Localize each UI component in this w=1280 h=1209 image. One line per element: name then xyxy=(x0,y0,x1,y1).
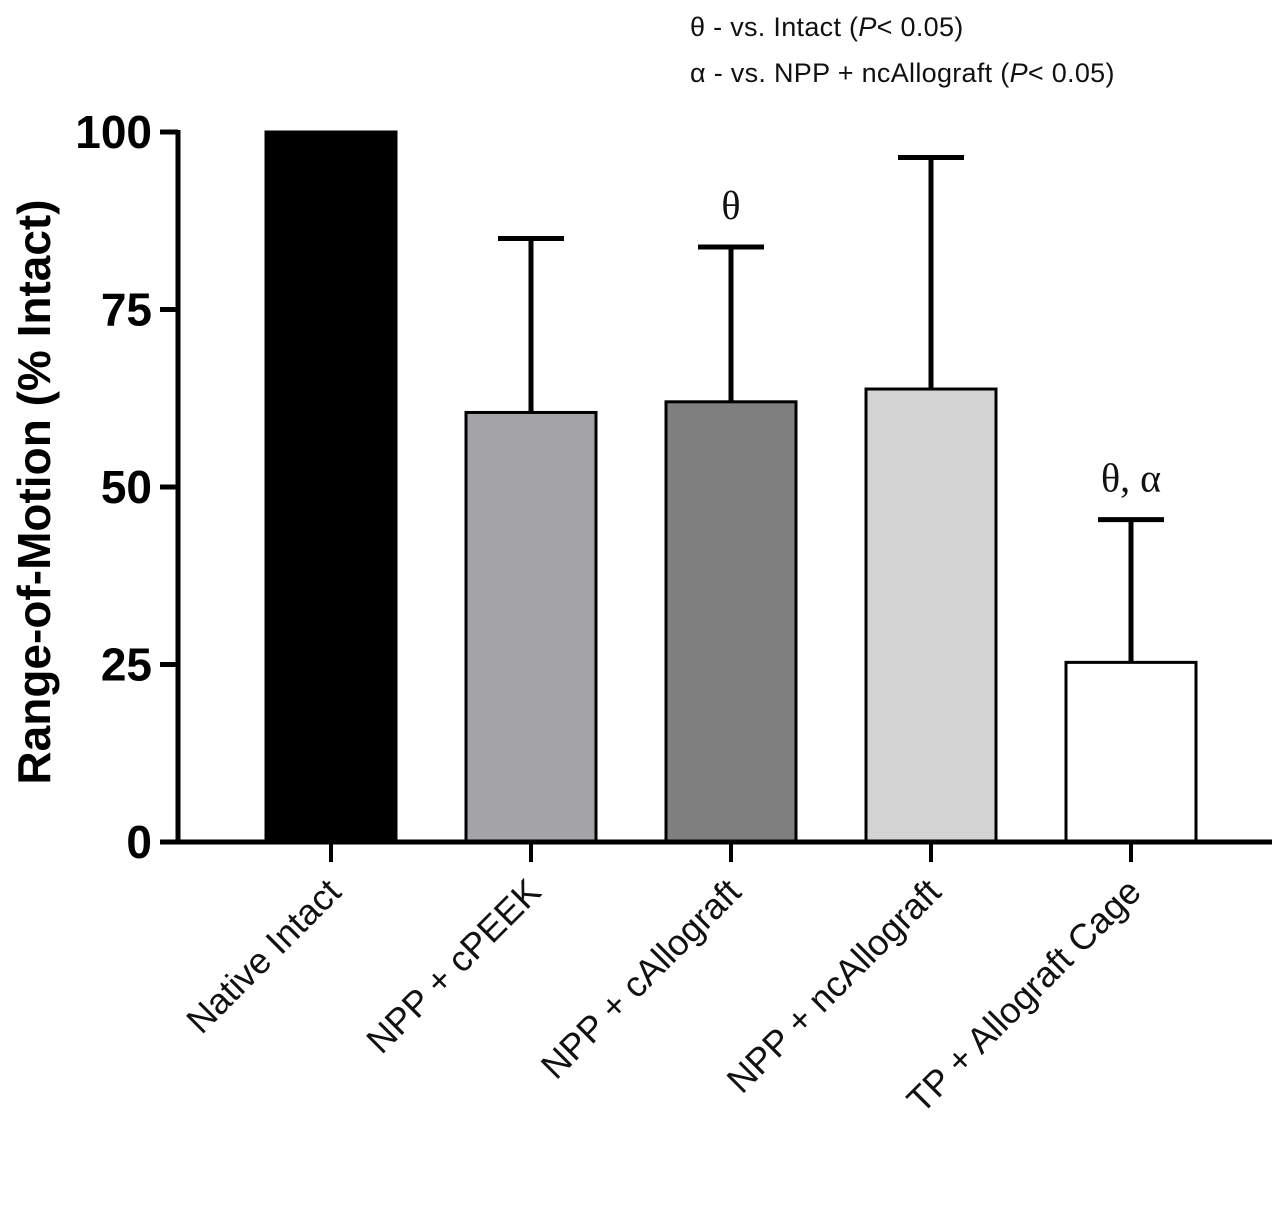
bar-npp-callograft xyxy=(664,400,798,844)
x-tick-label-native-intact: Native Intact xyxy=(178,871,348,1041)
legend-alpha: α - vs. NPP + ncAllograft (P< 0.05) xyxy=(690,58,1115,89)
x-tick-label-npp-ncallograft: NPP + ncAllograft xyxy=(719,871,949,1101)
legend-theta-p: P xyxy=(858,12,877,42)
bar-tp-allograft-cage xyxy=(1064,660,1198,844)
y-tick-label-100: 100 xyxy=(75,106,152,158)
x-tick-label-npp-cpeek: NPP + cPEEK xyxy=(358,871,549,1062)
legend-alpha-prefix: α - vs. NPP + ncAllograft ( xyxy=(690,58,1010,88)
x-tick-label-npp-callograft: NPP + cAllograft xyxy=(533,871,749,1087)
y-tick-label-0: 0 xyxy=(126,816,152,868)
y-tick-label-75: 75 xyxy=(101,284,152,336)
bars xyxy=(264,130,1198,844)
bar-native-intact xyxy=(264,130,398,844)
significance-label-npp-callograft: θ xyxy=(721,183,740,228)
axes xyxy=(160,129,1272,862)
bar-npp-cpeek xyxy=(464,410,598,844)
legend-theta: θ - vs. Intact (P< 0.05) xyxy=(690,12,964,43)
error-bars xyxy=(498,155,1164,663)
y-tick-label-25: 25 xyxy=(101,639,152,691)
y-tick-label-50: 50 xyxy=(101,461,152,513)
legend-alpha-p: P xyxy=(1009,58,1028,88)
legend-alpha-suffix: < 0.05) xyxy=(1027,58,1115,88)
legend-theta-prefix: θ - vs. Intact ( xyxy=(690,12,859,42)
significance-label-tp-allograft-cage: θ, α xyxy=(1101,456,1161,501)
bar-npp-ncallograft xyxy=(864,387,998,844)
legend-theta-suffix: < 0.05) xyxy=(876,12,964,42)
y-axis-label: Range-of-Motion (% Intact) xyxy=(8,199,60,784)
